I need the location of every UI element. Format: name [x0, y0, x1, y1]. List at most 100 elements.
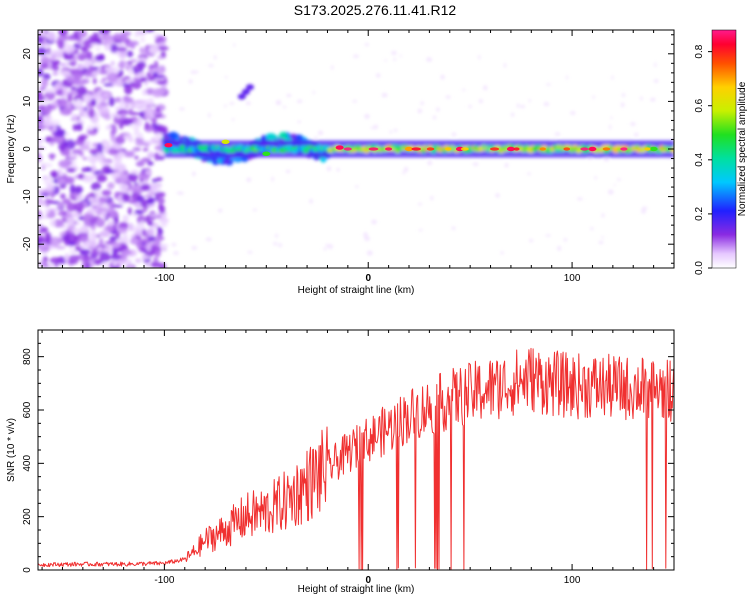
- heatmap-turbulent-cell: [241, 88, 250, 95]
- heatmap-noise-cell: [511, 112, 515, 117]
- heatmap-noise-cell: [144, 194, 153, 198]
- heatmap-noise-cell: [93, 36, 102, 43]
- heatmap-noise-cell: [76, 64, 85, 70]
- heatmap-noise-cell: [98, 237, 104, 248]
- heatmap-noise-cell: [133, 99, 145, 104]
- heatmap-noise-cell: [90, 182, 102, 191]
- heatmap-noise-cell: [66, 167, 76, 173]
- heatmap-noise-cell: [49, 236, 61, 247]
- heatmap-noise-cell: [364, 236, 370, 242]
- heatmap-noise-cell: [158, 203, 163, 210]
- heatmap-noise-cell: [121, 249, 133, 256]
- heatmap-noise-cell: [88, 64, 94, 75]
- heatmap-noise-cell: [74, 185, 83, 194]
- heatmap-noise-cell: [107, 220, 115, 227]
- snr-series-line: [38, 347, 674, 570]
- heatmap-noise-cell: [89, 239, 97, 249]
- heatmap-noise-cell: [94, 95, 101, 100]
- heatmap-noise-cell: [138, 132, 144, 140]
- heatmap-noise-cell: [82, 213, 94, 221]
- heatmap-hotspot: [539, 147, 546, 151]
- heatmap-noise-cell: [137, 117, 143, 127]
- colorbar-label: Normalized spectral amplitude: [737, 81, 748, 216]
- heatmap-noise-cell: [108, 96, 115, 107]
- heatmap-noise-cell: [152, 71, 159, 77]
- heatmap-noise-cell: [85, 51, 91, 60]
- heatmap-noise-cell: [195, 70, 199, 74]
- heatmap-noise-cell: [136, 229, 143, 237]
- heatmap-noise-cell: [149, 213, 160, 217]
- heatmap-turbulent-cell: [237, 93, 246, 100]
- heatmap-noise-cell: [328, 244, 333, 250]
- heatmap-noise-cell: [139, 159, 145, 165]
- heatmap-noise-cell: [140, 36, 146, 43]
- heatmap-noise-cell: [144, 88, 156, 95]
- heatmap-noise-cell: [38, 230, 46, 234]
- heatmap-noise-cell: [99, 252, 111, 262]
- heatmap-noise-cell: [104, 115, 112, 121]
- heatmap-noise-cell: [147, 228, 154, 237]
- heatmap-noise-cell: [110, 60, 115, 66]
- heatmap-noise-cell: [40, 260, 47, 268]
- heatmap-noise-cell: [73, 202, 85, 212]
- heatmap-noise-cell: [142, 208, 148, 213]
- heatmap-noise-cell: [176, 191, 182, 195]
- heatmap-noise-cell: [391, 51, 397, 56]
- heatmap-noise-cell: [110, 112, 117, 118]
- spectrogram-x-axis-label: Height of straight line (km): [298, 285, 415, 296]
- heatmap-noise-cell: [111, 124, 117, 135]
- heatmap-noise-cell: [57, 177, 66, 185]
- heatmap-noise-cell: [144, 106, 152, 115]
- heatmap-noise-cell: [451, 132, 457, 137]
- heatmap-noise-cell: [72, 123, 78, 132]
- heatmap-noise-cell: [49, 138, 57, 143]
- heatmap-noise-cell: [118, 183, 130, 191]
- heatmap-noise-cell: [121, 118, 133, 126]
- heatmap-noise-cell: [57, 39, 65, 49]
- heatmap-noise-cell: [87, 108, 96, 119]
- heatmap-noise-cell: [312, 90, 315, 95]
- heatmap-noise-cell: [84, 241, 91, 249]
- heatmap-noise-cell: [161, 84, 167, 89]
- heatmap-noise-cell: [148, 45, 160, 55]
- heatmap-noise-cell: [60, 193, 66, 200]
- snr-x-tick-label: 100: [564, 575, 581, 586]
- heatmap-noise-cell: [64, 253, 69, 263]
- heatmap-noise-cell: [99, 230, 111, 238]
- heatmap-noise-cell: [110, 253, 120, 261]
- heatmap-noise-cell: [126, 50, 134, 58]
- heatmap-noise-cell: [608, 189, 614, 195]
- heatmap-noise-cell: [83, 140, 91, 146]
- heatmap-noise-cell: [88, 148, 101, 154]
- heatmap-noise-cell: [352, 100, 358, 103]
- heatmap-noise-cell: [81, 167, 88, 173]
- heatmap-turbulent-cell: [278, 131, 288, 140]
- heatmap-noise-cell: [62, 198, 71, 205]
- heatmap-noise-cell: [55, 245, 66, 250]
- heatmap-hotspot: [343, 147, 352, 151]
- heatmap-noise-cell: [617, 178, 621, 181]
- heatmap-noise-cell: [384, 59, 387, 62]
- heatmap-noise-cell: [77, 106, 86, 110]
- snr-y-axis-label: SNR (10 * v/v): [6, 418, 17, 482]
- heatmap-noise-cell: [43, 199, 55, 203]
- heatmap-noise-cell: [50, 170, 59, 179]
- heatmap-noise-cell: [144, 113, 155, 120]
- heatmap-noise-cell: [478, 99, 483, 104]
- heatmap-noise-cell: [106, 72, 119, 83]
- heatmap-noise-cell: [52, 219, 65, 228]
- heatmap-hotspot: [445, 147, 452, 151]
- snr-y-tick-label: 200: [22, 508, 33, 525]
- heatmap-noise-cell: [191, 246, 198, 250]
- heatmap-noise-cell: [68, 254, 79, 265]
- heatmap-noise-cell: [426, 57, 432, 62]
- heatmap-noise-cell: [576, 197, 583, 201]
- heatmap-noise-cell: [641, 208, 646, 214]
- heatmap-noise-cell: [152, 117, 157, 125]
- heatmap-noise-cell: [601, 213, 605, 218]
- heatmap-noise-cell: [38, 152, 41, 162]
- heatmap-noise-cell: [58, 30, 69, 37]
- heatmap-noise-cell: [124, 259, 132, 265]
- heatmap-noise-cell: [94, 54, 105, 62]
